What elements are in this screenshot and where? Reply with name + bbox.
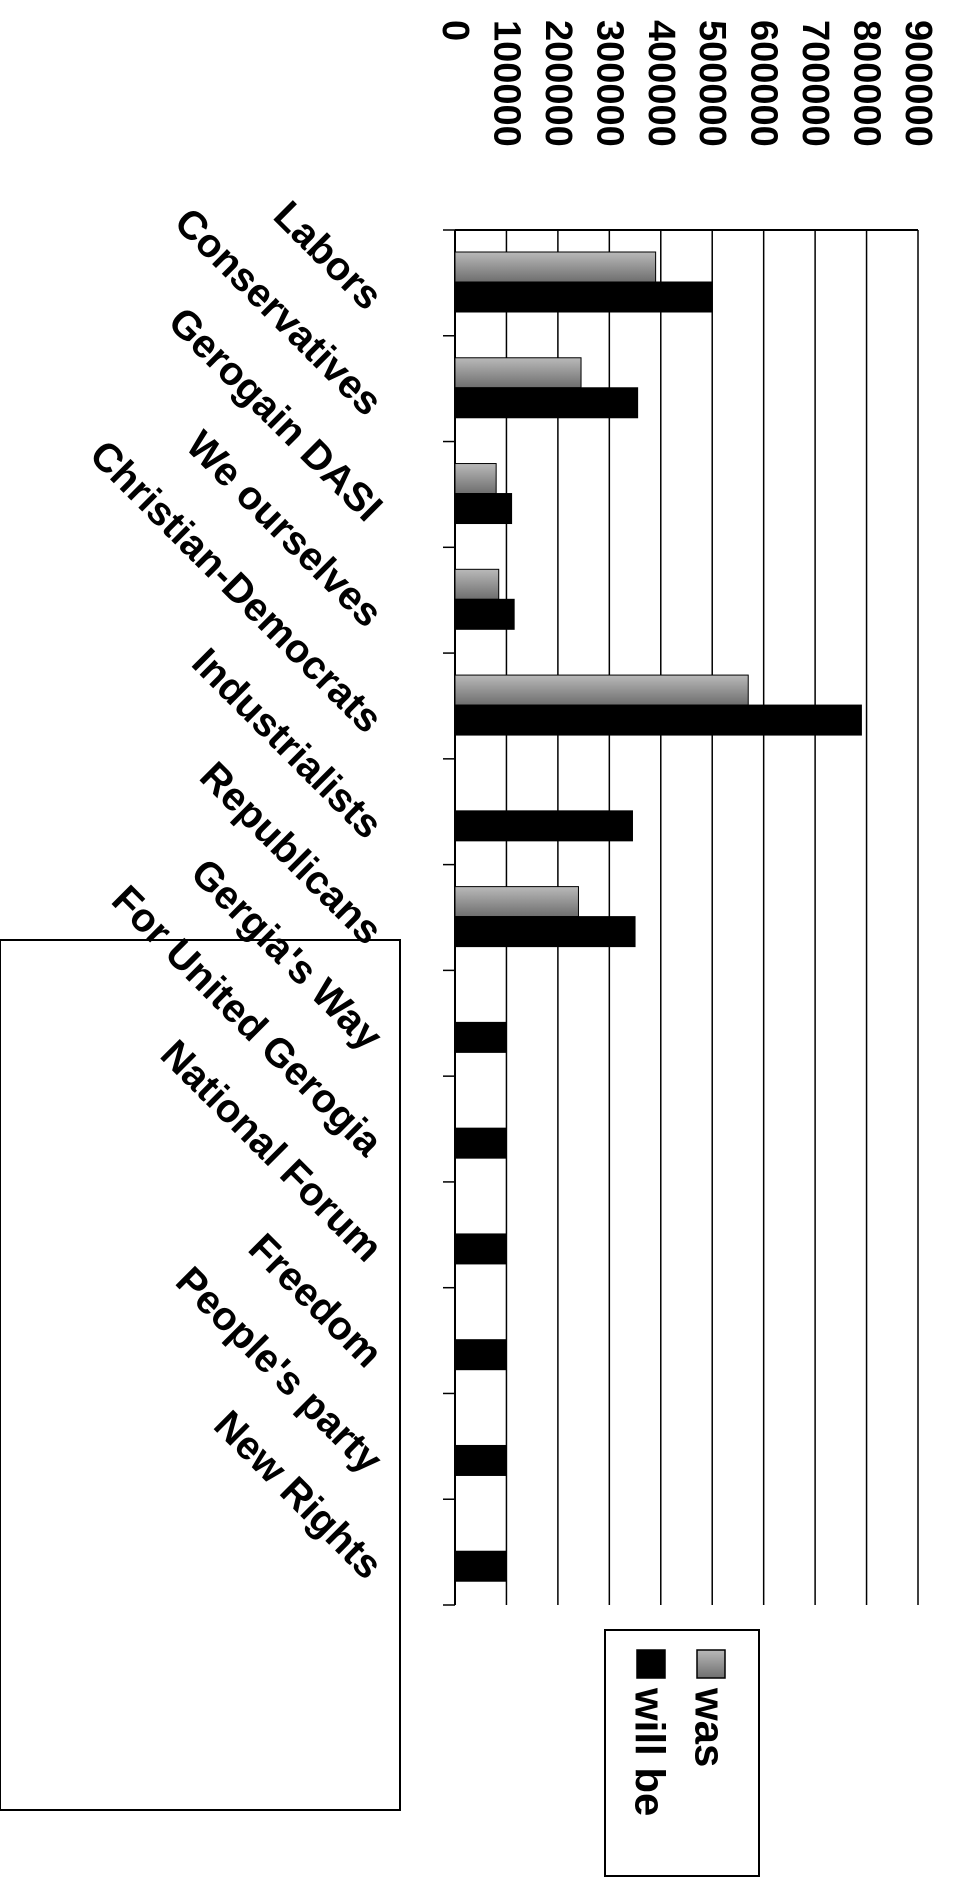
tick-label: 200000 <box>537 20 579 147</box>
chart-area: 0 100000 200000 300000 400000 500000 600000 700… <box>81 20 939 1877</box>
tick-label: 800000 <box>846 20 888 147</box>
bar-will-be <box>454 493 513 525</box>
tick-label: 400000 <box>640 20 682 147</box>
tick-label: 700000 <box>794 20 836 147</box>
bar-will-be <box>454 1550 507 1582</box>
legend-box <box>604 1629 760 1877</box>
bar-was <box>454 463 497 495</box>
legend-label: was <box>687 1687 734 1767</box>
bar-was <box>454 357 582 389</box>
bar-will-be <box>454 281 713 313</box>
category-label: Gergia's Way <box>182 851 391 1060</box>
bar-will-be <box>454 704 862 736</box>
category-label: Republicans <box>191 754 390 953</box>
legend-swatch <box>636 1649 666 1679</box>
bar-was <box>454 674 749 706</box>
bar-will-be <box>454 1127 507 1159</box>
bar-was <box>454 568 500 600</box>
tick-label: 900000 <box>897 20 939 147</box>
legend-swatch <box>696 1649 726 1679</box>
bar-will-be <box>454 1021 507 1053</box>
bar-will-be <box>454 1444 507 1476</box>
legend: was will be <box>604 1629 760 1877</box>
bar-was <box>454 886 579 918</box>
bottom-note-box <box>0 939 401 1811</box>
legend-label: will be <box>627 1687 674 1816</box>
bar-will-be <box>454 916 636 948</box>
bar-was <box>454 251 657 283</box>
tick-label: 100000 <box>485 20 527 147</box>
bar-will-be <box>454 387 639 419</box>
bar-will-be <box>454 598 515 630</box>
tick-label: 600000 <box>743 20 785 147</box>
tick-label: 300000 <box>588 20 630 147</box>
bar-will-be <box>454 810 633 842</box>
tick-label: 0 <box>434 20 476 41</box>
bar-will-be <box>454 1233 507 1265</box>
bar-will-be <box>454 1339 507 1371</box>
tick-label: 500000 <box>691 20 733 147</box>
category-label: Industrialists <box>183 640 390 847</box>
